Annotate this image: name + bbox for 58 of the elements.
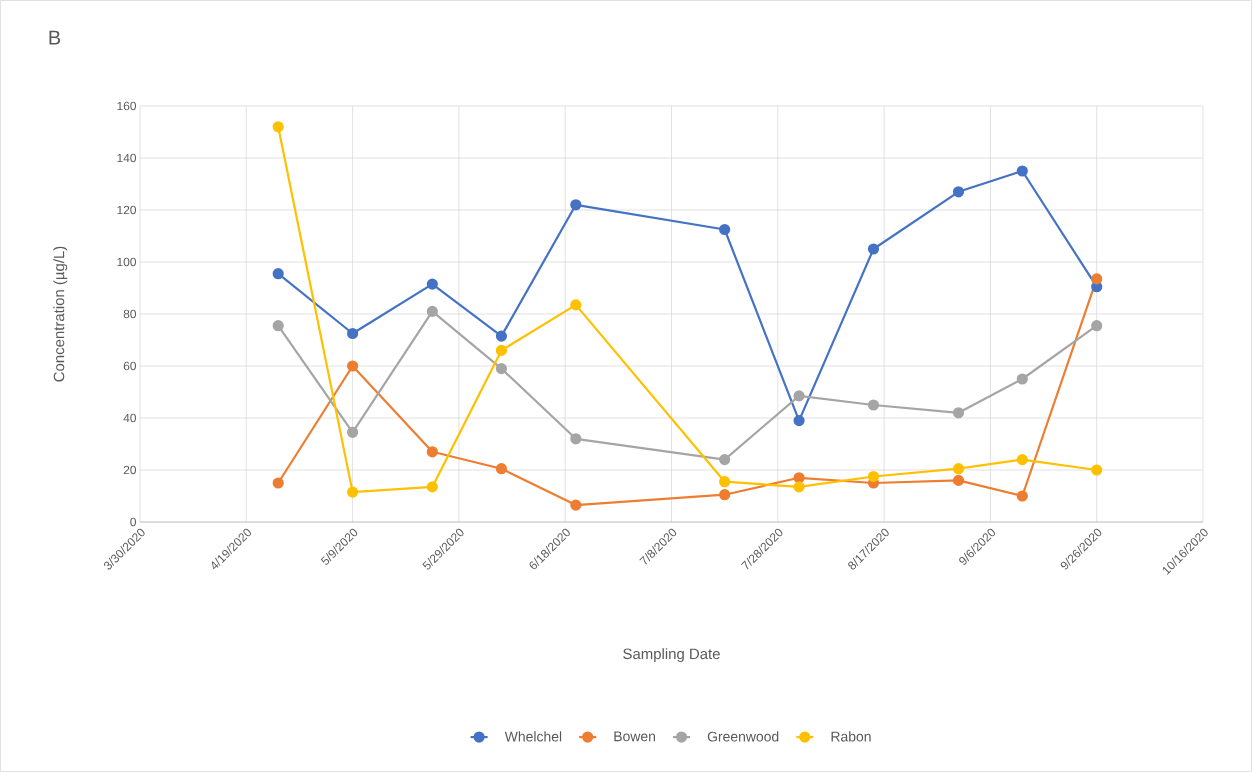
point xyxy=(272,268,284,280)
point xyxy=(426,278,438,290)
point xyxy=(347,360,359,372)
point xyxy=(495,330,508,342)
y-tick-label: 140 xyxy=(117,153,137,163)
point xyxy=(1091,320,1103,332)
point xyxy=(272,320,284,332)
point xyxy=(793,472,805,484)
y-tick-label: 60 xyxy=(123,361,137,371)
point xyxy=(272,121,284,133)
point xyxy=(793,481,805,493)
point xyxy=(952,463,965,475)
point xyxy=(495,363,508,375)
legend-label: Whelchel xyxy=(504,731,562,742)
point xyxy=(1016,373,1028,385)
point xyxy=(952,474,965,486)
point xyxy=(495,344,508,356)
point xyxy=(867,399,880,411)
point xyxy=(570,499,582,511)
point xyxy=(1091,464,1103,476)
y-tick-label: 80 xyxy=(123,309,137,319)
point xyxy=(570,433,582,445)
point xyxy=(1091,273,1103,285)
y-tick-label: 100 xyxy=(117,257,137,267)
y-axis-title: Concentration (µg/L) xyxy=(53,246,68,382)
y-tick-label: 0 xyxy=(130,517,137,527)
point xyxy=(570,199,582,211)
point xyxy=(719,489,731,501)
point xyxy=(570,299,582,311)
point xyxy=(426,305,438,317)
y-tick-label: 120 xyxy=(117,205,137,215)
y-tick-label: 160 xyxy=(117,101,137,111)
y-tick-label: 40 xyxy=(123,413,137,423)
point xyxy=(793,390,805,402)
point xyxy=(793,415,805,427)
legend-label: Rabon xyxy=(831,731,871,742)
legend-label: Bowen xyxy=(614,731,656,742)
point xyxy=(719,454,731,466)
point xyxy=(1016,490,1028,502)
y-tick-label: 20 xyxy=(123,465,137,475)
point xyxy=(952,186,965,198)
point xyxy=(719,476,731,488)
point xyxy=(347,426,359,438)
point xyxy=(1016,454,1028,466)
point xyxy=(426,481,438,493)
point xyxy=(719,223,731,236)
legend-label: Greenwood xyxy=(707,731,779,742)
point xyxy=(495,463,508,475)
point xyxy=(347,486,359,498)
point xyxy=(347,327,359,340)
point xyxy=(272,477,284,489)
point xyxy=(426,446,438,458)
x-axis-title: Sampling Date xyxy=(623,648,720,663)
point xyxy=(1016,165,1028,177)
point xyxy=(867,243,880,255)
point xyxy=(952,407,965,419)
point xyxy=(867,470,880,483)
chart-title: B xyxy=(49,30,61,45)
